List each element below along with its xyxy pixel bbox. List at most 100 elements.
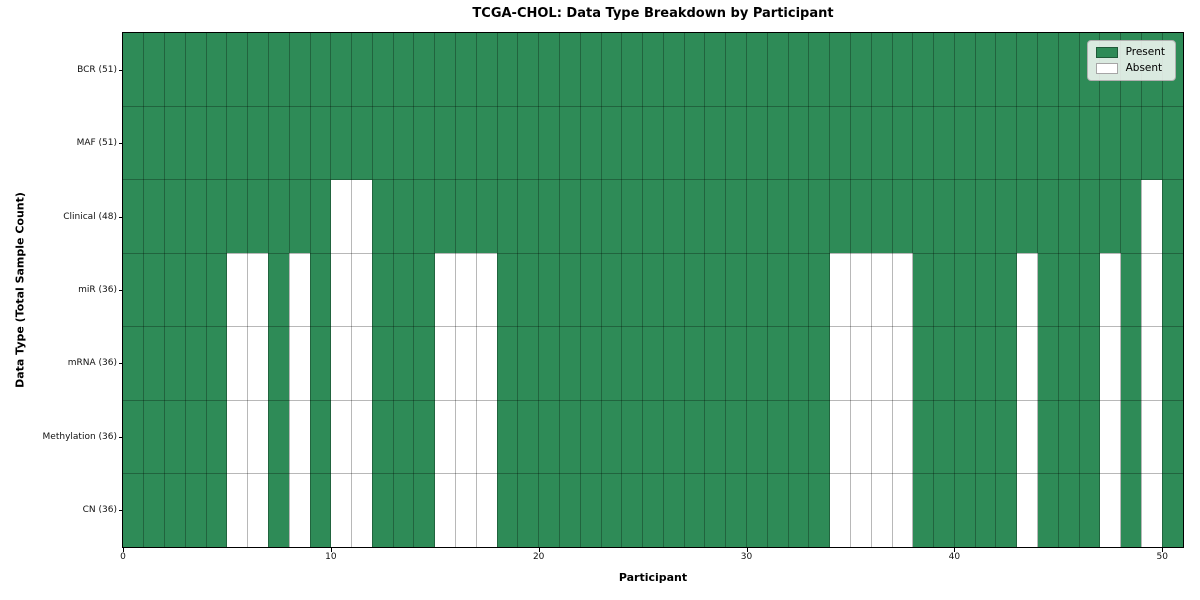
- matrix-cell-absent: [476, 326, 498, 401]
- legend: Present Absent: [1086, 40, 1176, 81]
- grid-line-vertical: [725, 33, 727, 547]
- matrix-cell-absent: [351, 473, 373, 547]
- x-tick-label: 20: [532, 552, 545, 562]
- grid-line-vertical: [413, 33, 415, 547]
- y-tick-label: miR (36): [78, 285, 117, 295]
- matrix-cell-absent: [289, 326, 311, 401]
- x-tick-label: 50: [1156, 552, 1168, 562]
- x-tick-mark: [123, 548, 124, 552]
- matrix-cell-absent: [351, 179, 373, 254]
- grid-line-vertical: [1120, 33, 1122, 547]
- x-tick-mark: [954, 548, 956, 552]
- grid-line-vertical: [1078, 33, 1080, 547]
- y-tick-label: Methylation (36): [42, 431, 117, 442]
- matrix-cell-absent: [289, 473, 311, 547]
- grid-line-vertical: [995, 33, 997, 547]
- grid-line-vertical: [309, 33, 311, 547]
- matrix-cell-absent: [455, 326, 477, 401]
- matrix-cell-absent: [1141, 326, 1163, 401]
- y-tick-mark: [119, 290, 123, 291]
- matrix-cell-absent: [330, 253, 352, 327]
- grid-line-vertical: [787, 33, 789, 547]
- grid-line-vertical: [351, 33, 353, 547]
- matrix-cell-absent: [476, 253, 498, 327]
- y-tick-mark: [119, 510, 123, 512]
- grid-line-vertical: [517, 33, 519, 547]
- matrix-cell-absent: [455, 400, 477, 474]
- x-tick-mark: [1162, 548, 1164, 552]
- grid-line-horizontal: [123, 473, 1183, 475]
- grid-line-vertical: [621, 33, 623, 547]
- grid-line-vertical: [205, 33, 207, 547]
- grid-line-vertical: [1161, 33, 1163, 547]
- y-tick-mark: [119, 143, 123, 145]
- grid-line-vertical: [974, 33, 976, 547]
- y-tick-label: Clinical (48): [63, 211, 117, 222]
- matrix-cell-absent: [330, 400, 352, 474]
- matrix-cell-absent: [850, 473, 872, 547]
- legend-label-absent: Absent: [1125, 62, 1163, 74]
- y-tick-label: CN (36): [82, 505, 117, 516]
- x-tick-mark: [746, 548, 748, 552]
- grid-line-vertical: [475, 33, 477, 547]
- grid-line-vertical: [496, 33, 498, 547]
- grid-line-vertical: [891, 33, 893, 547]
- matrix-cell-absent: [1099, 326, 1121, 401]
- grid-line-vertical: [704, 33, 706, 547]
- plot-area: [122, 32, 1184, 548]
- matrix-cell-absent: [247, 400, 269, 474]
- y-tick-mark: [119, 436, 123, 438]
- legend-item-present: Present: [1095, 47, 1165, 58]
- matrix-cell-absent: [330, 326, 352, 401]
- matrix-cell-absent: [247, 326, 269, 401]
- matrix-cell-absent: [829, 326, 851, 401]
- grid-line-vertical: [912, 33, 914, 547]
- grid-line-vertical: [808, 33, 810, 547]
- matrix-cell-absent: [1141, 253, 1163, 327]
- grid-line-vertical: [1099, 33, 1101, 547]
- matrix-cell-absent: [1016, 326, 1038, 401]
- grid-line-vertical: [267, 33, 269, 547]
- grid-line-vertical: [870, 33, 872, 547]
- matrix-cell-absent: [1099, 400, 1121, 474]
- x-tick-label: 10: [325, 552, 337, 562]
- matrix-cell-absent: [1141, 473, 1163, 547]
- grid-line-vertical: [579, 33, 581, 547]
- grid-line-vertical: [538, 33, 540, 547]
- matrix-cell-absent: [892, 253, 913, 327]
- matrix-cell-absent: [1016, 473, 1038, 547]
- grid-line-vertical: [330, 33, 332, 547]
- x-axis-label: Participant: [618, 571, 688, 584]
- matrix-cell-absent: [226, 326, 248, 401]
- y-axis-label: Data Type (Total Sample Count): [13, 192, 27, 388]
- matrix-cell-absent: [829, 400, 851, 474]
- grid-line-vertical: [247, 33, 249, 547]
- grid-line-vertical: [662, 33, 664, 547]
- y-tick-mark: [119, 216, 123, 218]
- grid-line-horizontal: [123, 399, 1183, 401]
- matrix-cell-absent: [434, 473, 456, 547]
- y-tick-mark: [119, 69, 123, 71]
- grid-line-vertical: [683, 33, 685, 547]
- grid-line-vertical: [1140, 33, 1142, 547]
- matrix-cell-absent: [871, 253, 893, 327]
- grid-line-vertical: [288, 33, 290, 547]
- grid-line-vertical: [226, 33, 228, 547]
- grid-line-vertical: [1037, 33, 1038, 547]
- y-tick-label: BCR (51): [77, 64, 117, 75]
- matrix-cell-absent: [476, 400, 498, 474]
- chart-title: TCGA-CHOL: Data Type Breakdown by Partic…: [472, 6, 834, 21]
- matrix-cell-absent: [871, 400, 893, 474]
- matrix-cell-absent: [1141, 400, 1163, 474]
- x-tick-mark: [538, 548, 540, 552]
- y-tick-label: mRNA (36): [67, 358, 117, 369]
- grid-line-vertical: [933, 33, 935, 547]
- matrix-cell-absent: [226, 400, 248, 474]
- matrix-cell-absent: [434, 326, 456, 401]
- matrix-cell-absent: [455, 473, 477, 547]
- matrix-cell-absent: [330, 179, 352, 254]
- grid-line-vertical: [143, 33, 145, 547]
- matrix-cell-absent: [892, 326, 913, 401]
- grid-line-vertical: [184, 33, 186, 547]
- grid-line-vertical: [829, 33, 831, 547]
